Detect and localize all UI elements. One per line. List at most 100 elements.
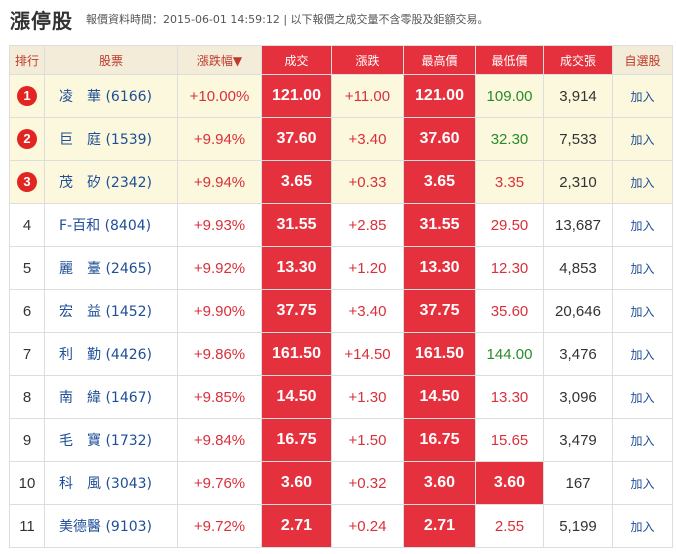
low-cell: 144.00	[475, 332, 544, 376]
add-watchlist-button[interactable]: 加入	[612, 289, 673, 333]
price-cell: 37.60	[261, 117, 332, 161]
stock-name[interactable]: F-百和	[59, 218, 101, 234]
volume-cell: 13,687	[543, 203, 613, 247]
col-low-header: 最低價	[475, 45, 544, 75]
pct-change-cell: +9.85%	[177, 375, 262, 419]
change-cell: +0.24	[331, 504, 404, 548]
stock-code[interactable]: (2465)	[105, 261, 153, 277]
stock-link[interactable]: 南 緯 (1467)	[44, 375, 178, 419]
high-cell: 3.60	[403, 461, 476, 505]
stock-name[interactable]: 凌 華	[59, 89, 101, 105]
low-cell: 3.35	[475, 160, 544, 204]
pct-change-cell: +9.94%	[177, 117, 262, 161]
low-cell: 32.30	[475, 117, 544, 161]
rank-cell: 11	[9, 504, 45, 548]
stock-name[interactable]: 宏 益	[59, 304, 101, 320]
add-watchlist-button[interactable]: 加入	[612, 504, 673, 548]
volume-cell: 4,853	[543, 246, 613, 290]
stock-link[interactable]: 茂 矽 (2342)	[44, 160, 178, 204]
page-title: 漲停股	[10, 9, 73, 33]
volume-cell: 3,479	[543, 418, 613, 462]
add-watchlist-button[interactable]: 加入	[612, 160, 673, 204]
stock-name[interactable]: 南 緯	[59, 390, 101, 406]
volume-cell: 5,199	[543, 504, 613, 548]
stock-name[interactable]: 茂 矽	[59, 175, 101, 191]
stock-link[interactable]: 麗 臺 (2465)	[44, 246, 178, 290]
rank-number: 7	[22, 345, 32, 363]
stock-link[interactable]: F-百和 (8404)	[44, 203, 178, 247]
stock-link[interactable]: 美德醫 (9103)	[44, 504, 178, 548]
low-cell: 3.60	[475, 461, 544, 505]
col-price-header: 成交	[261, 45, 332, 75]
add-watchlist-button[interactable]: 加入	[612, 117, 673, 161]
rank-cell: 4	[9, 203, 45, 247]
rank-cell: 7	[9, 332, 45, 376]
stock-code[interactable]: (1732)	[105, 433, 153, 449]
stock-link[interactable]: 凌 華 (6166)	[44, 74, 178, 118]
stock-code[interactable]: (2342)	[105, 175, 153, 191]
price-cell: 37.75	[261, 289, 332, 333]
stock-name[interactable]: 美德醫	[59, 519, 101, 535]
stock-code[interactable]: (1452)	[105, 304, 153, 320]
stock-code[interactable]: (9103)	[105, 519, 153, 535]
pct-change-cell: +9.92%	[177, 246, 262, 290]
stock-link[interactable]: 宏 益 (1452)	[44, 289, 178, 333]
high-cell: 3.65	[403, 160, 476, 204]
table-header-row: 排行 股票 漲跌幅▼ 成交 漲跌 最高價 最低價 成交張 自選股	[9, 45, 673, 75]
stock-name[interactable]: 毛 寶	[59, 433, 101, 449]
high-cell: 37.60	[403, 117, 476, 161]
rank-number: 9	[22, 431, 32, 449]
table-row: 10 科 風 (3043) +9.76% 3.60 +0.32 3.60 3.60 167 加入	[9, 461, 673, 505]
price-cell: 31.55	[261, 203, 332, 247]
price-cell: 13.30	[261, 246, 332, 290]
stock-name[interactable]: 麗 臺	[59, 261, 101, 277]
col-watch-header: 自選股	[612, 45, 673, 75]
high-cell: 16.75	[403, 418, 476, 462]
col-pct-header-sort[interactable]: 漲跌幅▼	[177, 45, 262, 75]
change-cell: +2.85	[331, 203, 404, 247]
change-cell: +0.32	[331, 461, 404, 505]
stock-link[interactable]: 巨 庭 (1539)	[44, 117, 178, 161]
col-stock-header: 股票	[44, 45, 178, 75]
pct-change-cell: +9.90%	[177, 289, 262, 333]
change-cell: +11.00	[331, 74, 404, 118]
table-row: 11 美德醫 (9103) +9.72% 2.71 +0.24 2.71 2.55 5,199…	[9, 504, 673, 548]
stock-name[interactable]: 巨 庭	[59, 132, 101, 148]
change-cell: +1.30	[331, 375, 404, 419]
stock-link[interactable]: 毛 寶 (1732)	[44, 418, 178, 462]
stock-name[interactable]: 科 風	[59, 476, 101, 492]
add-watchlist-button[interactable]: 加入	[612, 203, 673, 247]
add-watchlist-button[interactable]: 加入	[612, 246, 673, 290]
add-watchlist-button[interactable]: 加入	[612, 332, 673, 376]
stock-code[interactable]: (6166)	[105, 89, 153, 105]
rank-number: 8	[22, 388, 32, 406]
rank-cell: 5	[9, 246, 45, 290]
high-cell: 31.55	[403, 203, 476, 247]
stock-link[interactable]: 科 風 (3043)	[44, 461, 178, 505]
low-cell: 15.65	[475, 418, 544, 462]
stock-code[interactable]: (1467)	[105, 390, 153, 406]
stock-name[interactable]: 利 勤	[59, 347, 101, 363]
stock-code[interactable]: (8404)	[104, 218, 152, 234]
stock-link[interactable]: 利 勤 (4426)	[44, 332, 178, 376]
price-cell: 3.60	[261, 461, 332, 505]
stock-code[interactable]: (3043)	[105, 476, 153, 492]
rank-badge: 1	[17, 86, 37, 106]
add-watchlist-button[interactable]: 加入	[612, 74, 673, 118]
pct-change-cell: +9.84%	[177, 418, 262, 462]
stock-code[interactable]: (4426)	[105, 347, 153, 363]
add-watchlist-button[interactable]: 加入	[612, 375, 673, 419]
stock-code[interactable]: (1539)	[105, 132, 153, 148]
high-cell: 37.75	[403, 289, 476, 333]
rank-cell: 10	[9, 461, 45, 505]
low-cell: 29.50	[475, 203, 544, 247]
change-cell: +14.50	[331, 332, 404, 376]
add-watchlist-button[interactable]: 加入	[612, 418, 673, 462]
add-watchlist-button[interactable]: 加入	[612, 461, 673, 505]
